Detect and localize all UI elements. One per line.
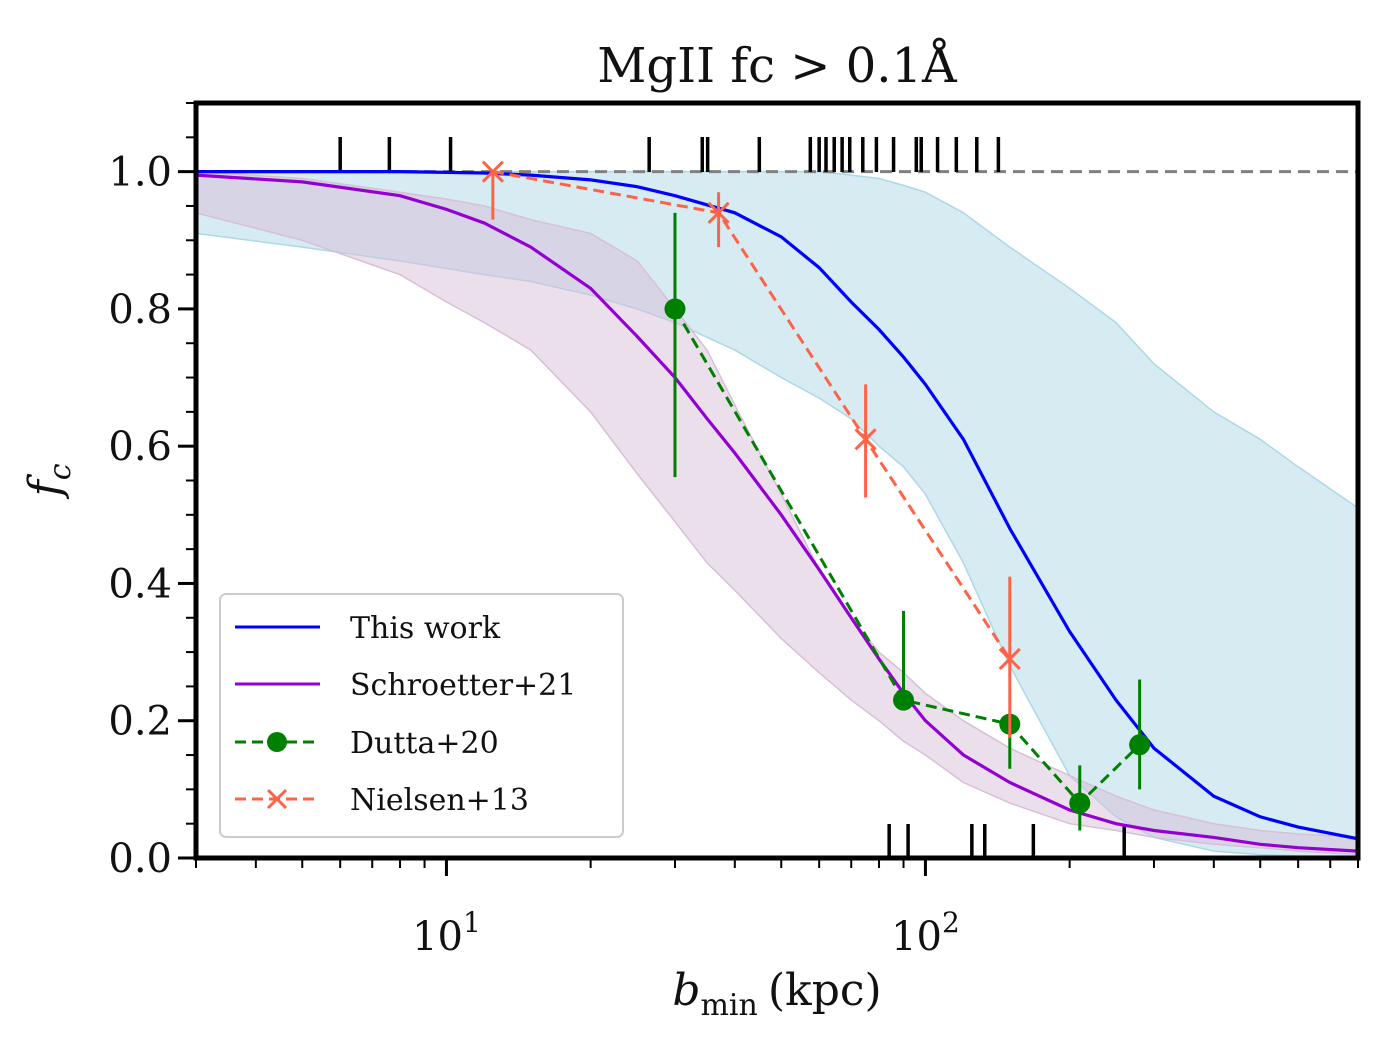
curve-schroetter-21 [196, 173, 1358, 853]
x-tick-label-10: 101 [412, 906, 481, 960]
point-dutta-20-3 [1069, 792, 1091, 814]
x-tick-label-exponent: 1 [463, 906, 481, 939]
point-dutta-20-1 [893, 689, 915, 711]
plot-frame [193, 100, 1361, 861]
x-tick-label-base: 10 [891, 914, 942, 960]
y-axis-label-sub: c [43, 463, 78, 480]
legend-marker-nielsen [266, 788, 288, 810]
observation-points [481, 160, 1151, 831]
y-tick-label-2: 0.4 [108, 561, 172, 607]
connector-nielsen-13 [492, 170, 1012, 660]
legend-marker-dutta [267, 732, 287, 752]
legend-label-nielsen: Nielsen+13 [350, 783, 529, 818]
point-nielsen-13-3 [998, 647, 1021, 671]
rug-marks [338, 137, 1126, 858]
point-nielsen-13-0-stroke-b [481, 160, 504, 183]
y-tick-label-4: 0.8 [108, 287, 172, 333]
model-curves [196, 170, 1358, 853]
curve-this-work [196, 170, 1358, 841]
band-schroetter-21 [196, 170, 1358, 856]
chart-title: MgII fc > 0.1Å [597, 37, 958, 94]
y-axis-ticks: 0.0 0.2 0.4 0.6 0.8 1.0 [108, 102, 194, 882]
x-axis-label-main: b [672, 965, 700, 1016]
x-tick-label-100: 102 [891, 906, 960, 960]
point-nielsen-13-1-stroke-b [707, 201, 730, 224]
point-nielsen-13-1 [707, 201, 730, 224]
legend-label-this-work: This work [350, 611, 501, 646]
legend: This work Schroetter+21 Dutta+20 Nielsen… [219, 593, 624, 838]
y-tick-label-5: 1.0 [108, 150, 172, 196]
x-axis-ticks: 101 102 [195, 860, 1359, 960]
y-tick-label-0: 0.0 [108, 836, 172, 882]
x-axis-label: bmin (kpc) [672, 965, 881, 1023]
y-tick-label-1: 0.2 [108, 699, 172, 745]
point-nielsen-13-3-stroke-b [998, 647, 1021, 671]
point-dutta-20-4 [1129, 734, 1151, 756]
legend-label-schroetter: Schroetter+21 [350, 668, 576, 703]
x-tick-label-base: 10 [412, 914, 463, 960]
point-nielsen-13-0 [481, 160, 504, 183]
point-dutta-20-0 [664, 298, 686, 320]
legend-label-dutta: Dutta+20 [350, 726, 499, 761]
y-tick-label-3: 0.6 [108, 424, 172, 470]
point-nielsen-13-2 [854, 428, 877, 451]
x-axis-label-sub: min [700, 988, 757, 1023]
point-nielsen-13-2-stroke-b [854, 428, 877, 451]
y-axis-label: fc [20, 463, 78, 499]
x-tick-label-exponent: 2 [942, 906, 960, 939]
legend-box [219, 593, 624, 838]
x-axis-label-unit: (kpc) [768, 965, 882, 1016]
